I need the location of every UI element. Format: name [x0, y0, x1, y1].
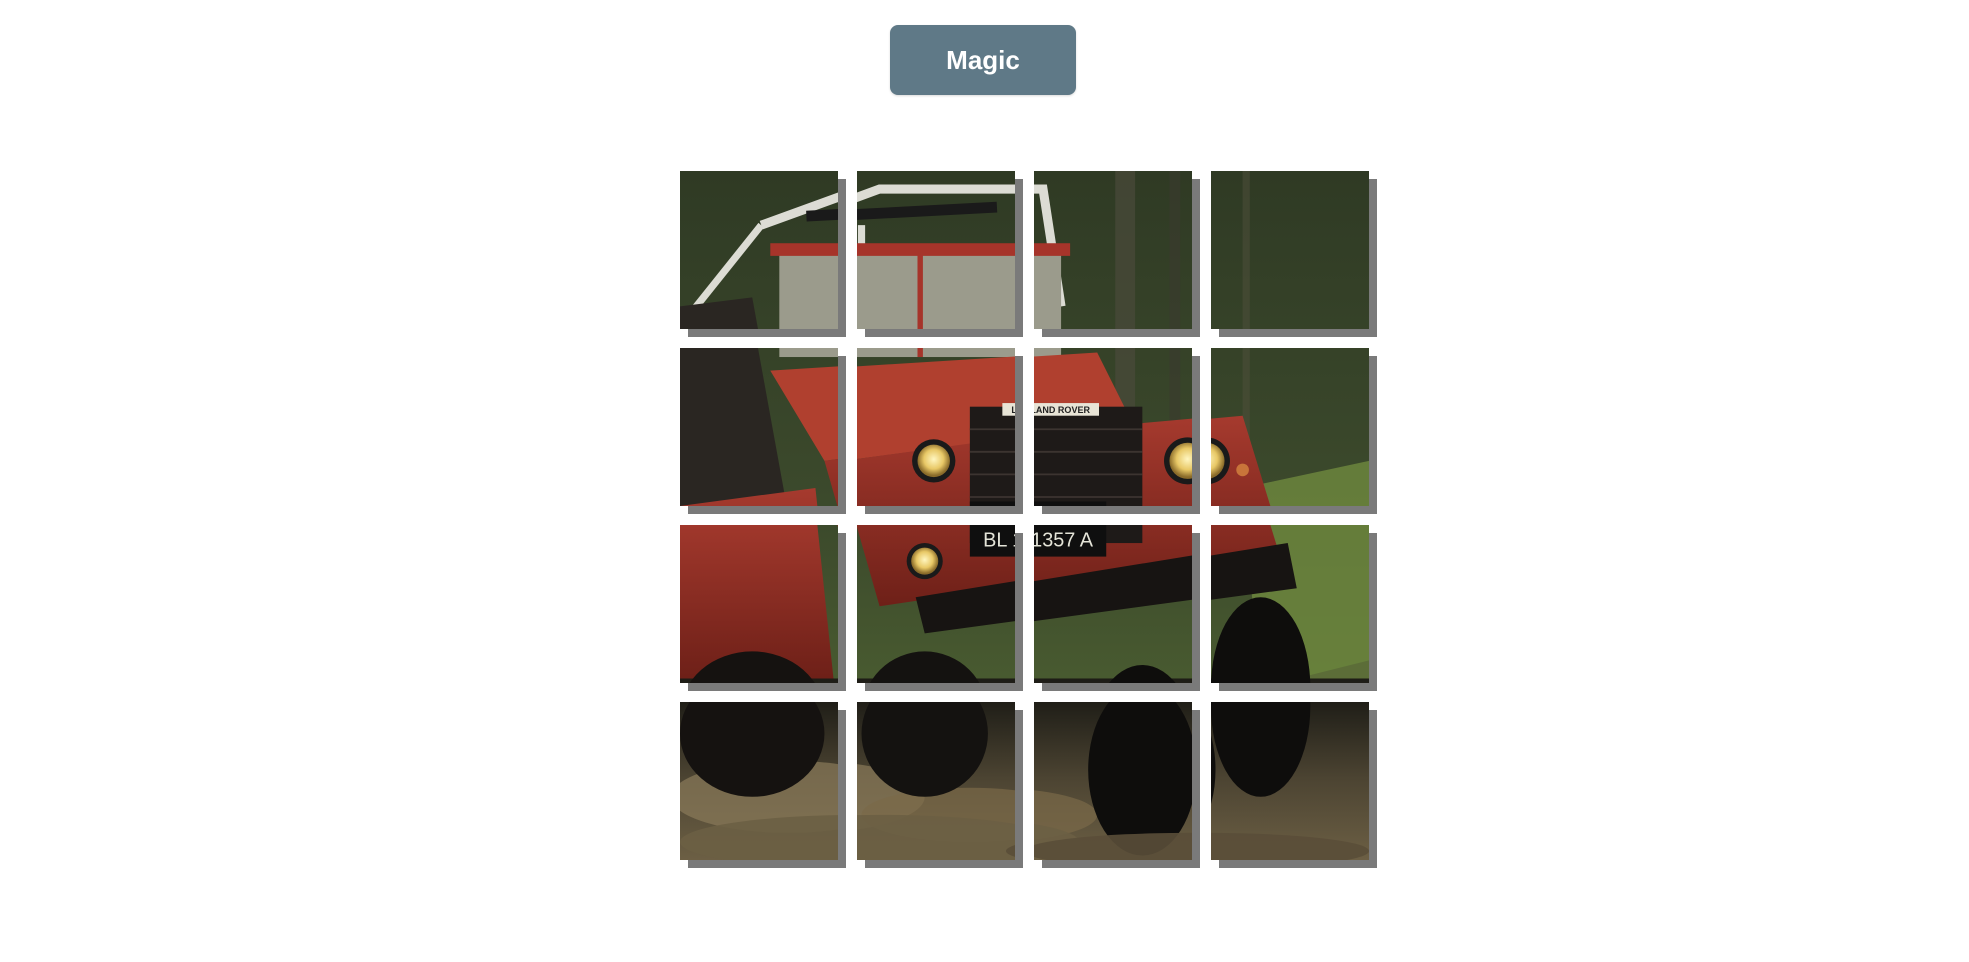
tile-image: LAND ROVER BL 1357 A	[1034, 348, 1192, 506]
puzzle-tile[interactable]: LAND ROVER BL 1357 A	[680, 348, 846, 514]
tile-image: LAND ROVER BL 1357 A	[1034, 702, 1192, 860]
puzzle-tile[interactable]: LAND ROVER BL 1357 A	[1211, 525, 1377, 691]
tile-image: LAND ROVER BL 1357 A	[1211, 348, 1369, 506]
tile-image: LAND ROVER BL 1357 A	[680, 525, 838, 683]
puzzle-tile[interactable]: LAND ROVER BL 1357 A	[1034, 348, 1200, 514]
svg-text:BL 1357 A: BL 1357 A	[1034, 530, 1094, 552]
svg-text:LAND ROVER: LAND ROVER	[1034, 405, 1090, 415]
tile-image: LAND ROVER BL 1357 A	[680, 702, 838, 860]
tile-image: LAND ROVER BL 1357 A	[680, 171, 838, 329]
puzzle-tile[interactable]: LAND ROVER BL 1357 A	[1211, 702, 1377, 868]
tile-image: LAND ROVER BL 1357 A	[857, 525, 1015, 683]
puzzle-tile[interactable]: LAND ROVER BL 1357 A	[857, 702, 1023, 868]
tile-image: LAND ROVER BL 1357 A	[680, 348, 838, 506]
svg-text:BL 1357 A: BL 1357 A	[983, 530, 1015, 552]
tile-image: LAND ROVER BL 1357 A	[857, 348, 1015, 506]
svg-text:LAND ROVER: LAND ROVER	[1011, 405, 1015, 415]
puzzle-tile[interactable]: LAND ROVER BL 1357 A	[680, 525, 846, 691]
puzzle-tile[interactable]: LAND ROVER BL 1357 A	[857, 525, 1023, 691]
puzzle-tile[interactable]: LAND ROVER BL 1357 A	[1034, 525, 1200, 691]
tile-image: LAND ROVER BL 1357 A	[1034, 171, 1192, 329]
puzzle-tile[interactable]: LAND ROVER BL 1357 A	[1211, 348, 1377, 514]
magic-button[interactable]: Magic	[890, 25, 1076, 95]
puzzle-tile[interactable]: LAND ROVER BL 1357 A	[680, 702, 846, 868]
tile-image: LAND ROVER BL 1357 A	[1211, 525, 1369, 683]
tile-image: LAND ROVER BL 1357 A	[857, 702, 1015, 860]
puzzle-tile[interactable]: LAND ROVER BL 1357 A	[857, 348, 1023, 514]
puzzle-tile[interactable]: LAND ROVER BL 1357 A	[857, 171, 1023, 337]
tile-image: LAND ROVER BL 1357 A	[1211, 171, 1369, 329]
puzzle-tile[interactable]: LAND ROVER BL 1357 A	[1211, 171, 1377, 337]
puzzle-tile[interactable]: LAND ROVER BL 1357 A	[1034, 171, 1200, 337]
tile-image: LAND ROVER BL 1357 A	[1034, 525, 1192, 683]
puzzle-tile[interactable]: LAND ROVER BL 1357 A	[680, 171, 846, 337]
tile-image: LAND ROVER BL 1357 A	[857, 171, 1015, 329]
tile-image: LAND ROVER BL 1357 A	[1211, 702, 1369, 860]
puzzle-tile[interactable]: LAND ROVER BL 1357 A	[1034, 702, 1200, 868]
